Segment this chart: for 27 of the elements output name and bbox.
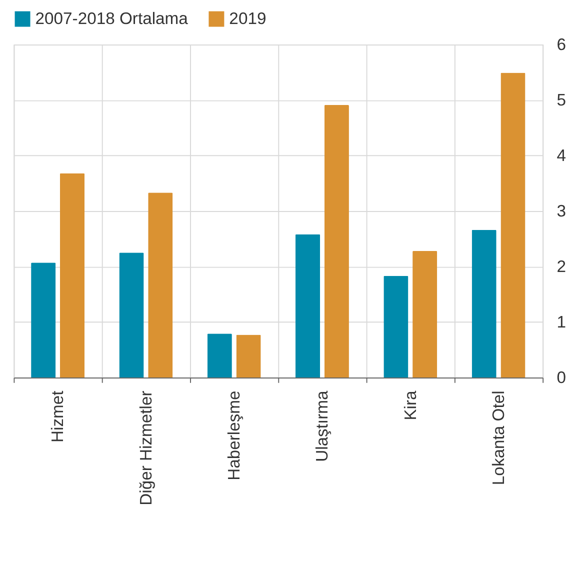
x-tick-label: Diğer Hizmetler [136, 390, 156, 506]
x-tick-label: Haberleşme [224, 390, 244, 480]
bar [60, 173, 85, 378]
y-tick-label: 2 [556, 256, 566, 276]
y-tick-label: 5 [556, 90, 566, 110]
bar [148, 192, 173, 378]
bar [236, 334, 261, 378]
y-tick-label: 1 [556, 312, 566, 332]
bar [384, 276, 408, 378]
bar [500, 72, 526, 378]
y-tick-label: 6 [556, 34, 566, 54]
x-tick-label: Lokanta Otel [488, 390, 508, 486]
y-tick-label: 4 [556, 146, 566, 165]
legend-label: 2007-2018 Ortalama [35, 8, 189, 28]
x-tick-label: Hizmet [48, 390, 68, 442]
x-tick-label: Ulaştırma [312, 390, 332, 462]
y-tick-label: 3 [556, 201, 566, 220]
bar [295, 234, 320, 378]
bar [472, 230, 496, 378]
bar [119, 252, 144, 378]
bar [31, 262, 56, 378]
y-tick-label: 0 [556, 368, 566, 387]
x-tick-label: Kira [400, 390, 420, 420]
bar [324, 104, 349, 378]
legend-label: 2019 [229, 8, 266, 28]
bar [412, 250, 438, 378]
bar [207, 334, 232, 378]
